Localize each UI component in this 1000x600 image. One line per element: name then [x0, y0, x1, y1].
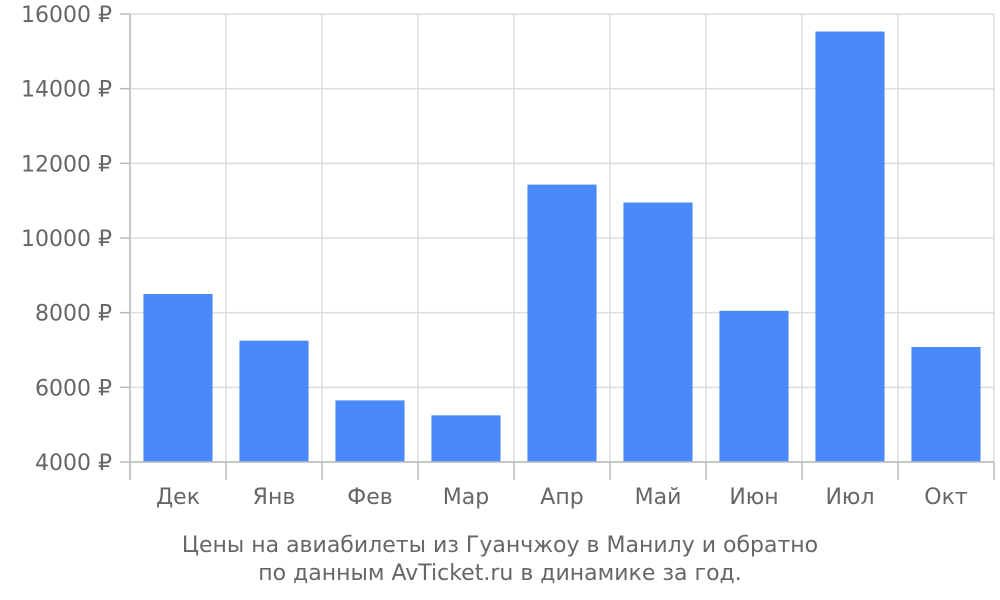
bar-1 [143, 294, 213, 462]
y-tick-label: 6000 ₽ [35, 376, 112, 401]
chart-caption: Цены на авиабилеты из Гуанчжоу в Манилу … [0, 532, 1000, 588]
x-tick-label: Дек [156, 485, 200, 510]
bar-9 [911, 347, 981, 462]
x-tick-label: Фев [347, 485, 392, 510]
axes [120, 13, 995, 480]
y-axis-ticks: 4000 ₽ 6000 ₽ 8000 ₽ 10000 ₽ 12000 ₽ 14000 ₽ 1… [21, 3, 112, 476]
x-tick-label: Янв [253, 485, 296, 510]
bar-7 [719, 310, 789, 462]
y-tick-label: 4000 ₽ [35, 451, 112, 476]
y-tick-label: 14000 ₽ [21, 78, 112, 103]
bar-4 [431, 415, 501, 462]
x-tick-label: Июн [729, 485, 778, 510]
caption-line-2: по данным AvTicket.ru в динамике за год. [258, 561, 742, 586]
x-tick-label: Окт [924, 485, 968, 510]
x-tick-label: Мар [443, 485, 489, 510]
y-tick-label: 16000 ₽ [21, 3, 112, 28]
bar-chart: 4000 ₽ 6000 ₽ 8000 ₽ 10000 ₽ 12000 ₽ 14000 ₽ 1… [21, 3, 995, 510]
x-tick-label: Июл [825, 485, 874, 510]
bar-8 [815, 31, 885, 463]
caption-line-1: Цены на авиабилеты из Гуанчжоу в Манилу … [181, 533, 819, 558]
y-tick-label: 12000 ₽ [21, 152, 112, 177]
grid-lines [129, 13, 995, 463]
x-tick-label: Май [635, 485, 682, 510]
bars [143, 31, 981, 463]
x-axis-ticks: Дек Янв Фев Мар Апр Май Июн Июл Окт [156, 485, 968, 510]
y-tick-label: 8000 ₽ [35, 302, 112, 327]
bar-6 [623, 202, 693, 463]
y-tick-label: 10000 ₽ [21, 227, 112, 252]
x-tick-label: Апр [540, 485, 583, 510]
bar-2 [239, 340, 309, 462]
bar-3 [335, 400, 405, 462]
bar-5 [527, 184, 597, 462]
